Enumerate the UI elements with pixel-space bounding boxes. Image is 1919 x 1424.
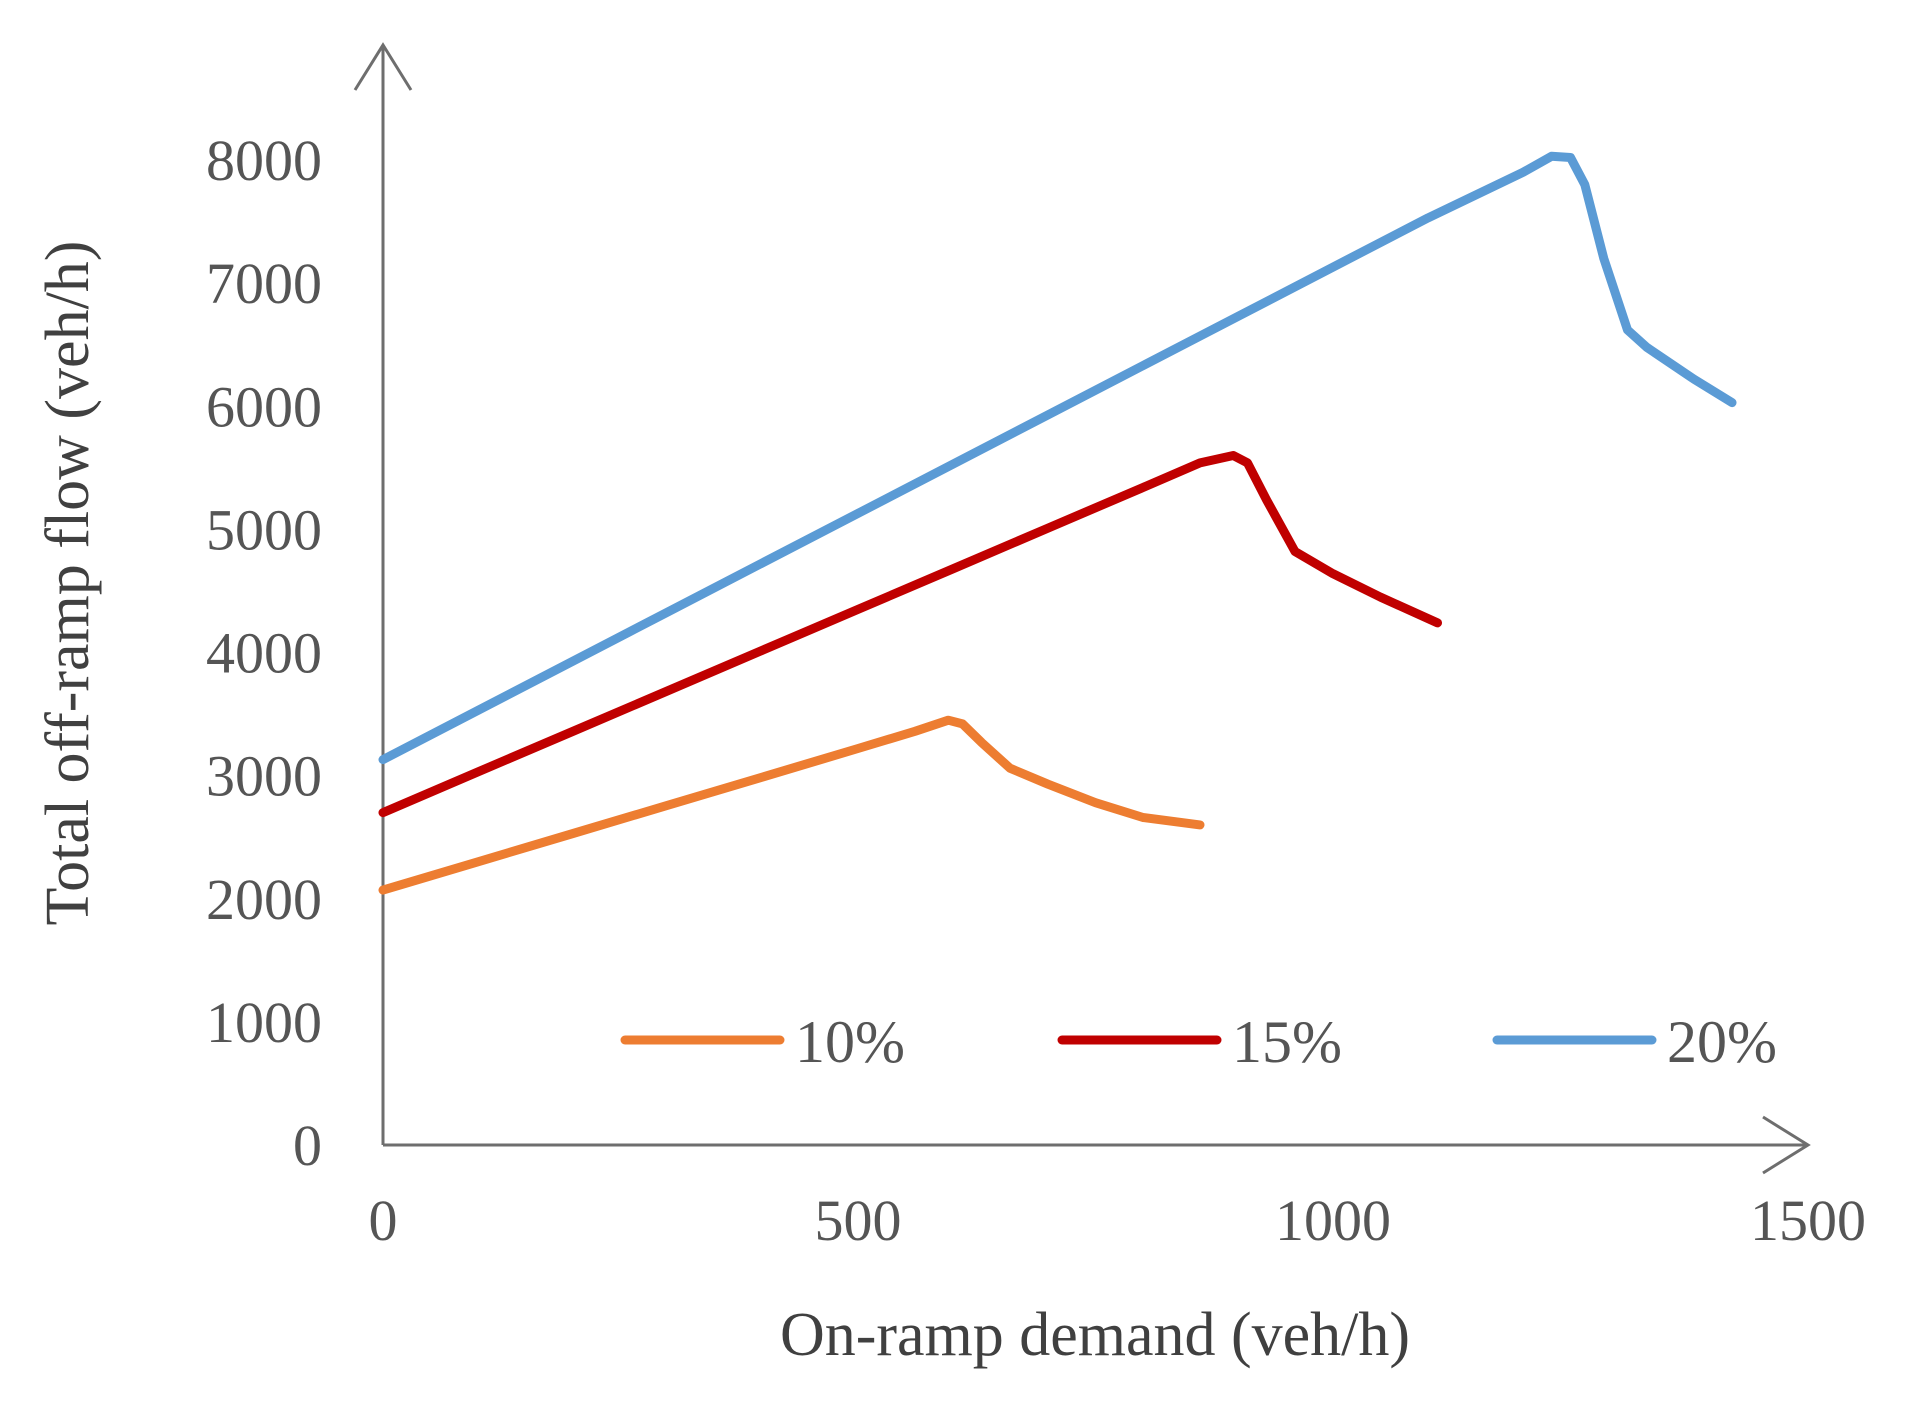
y-tick-label: 3000	[206, 744, 322, 809]
x-tick-label: 0	[369, 1188, 398, 1253]
legend-label: 10%	[795, 1009, 905, 1075]
y-axis-arrow	[353, 42, 413, 91]
series-lines	[378, 151, 1737, 895]
x-axis-arrow	[1762, 1115, 1811, 1175]
tick-labels: 0 1000 2000 3000 4000 5000 6000 7000 8000 0 500 100…	[206, 128, 1866, 1253]
series-line-1	[378, 715, 1205, 895]
x-tick-label: 500	[815, 1188, 902, 1253]
y-tick-label: 4000	[206, 621, 322, 686]
series-line-2	[378, 451, 1442, 818]
y-tick-label: 2000	[206, 867, 322, 932]
legend-label: 15%	[1232, 1009, 1342, 1075]
x-tick-label: 1000	[1275, 1188, 1391, 1253]
y-tick-label: 8000	[206, 128, 322, 193]
y-tick-label: 7000	[206, 251, 322, 316]
y-tick-label: 0	[293, 1113, 322, 1178]
series-line-3	[378, 151, 1737, 765]
x-tick-label: 1500	[1750, 1188, 1866, 1253]
y-tick-label: 1000	[206, 990, 322, 1055]
legend-label: 20%	[1667, 1009, 1777, 1075]
y-axis-title: Total off-ramp flow (veh/h)	[34, 241, 102, 926]
x-axis-title: On-ramp demand (veh/h)	[780, 1301, 1410, 1369]
legend: 10% 15% 20%	[620, 1009, 1777, 1075]
y-tick-label: 6000	[206, 374, 322, 439]
axes	[353, 42, 1811, 1175]
y-tick-label: 5000	[206, 497, 322, 562]
